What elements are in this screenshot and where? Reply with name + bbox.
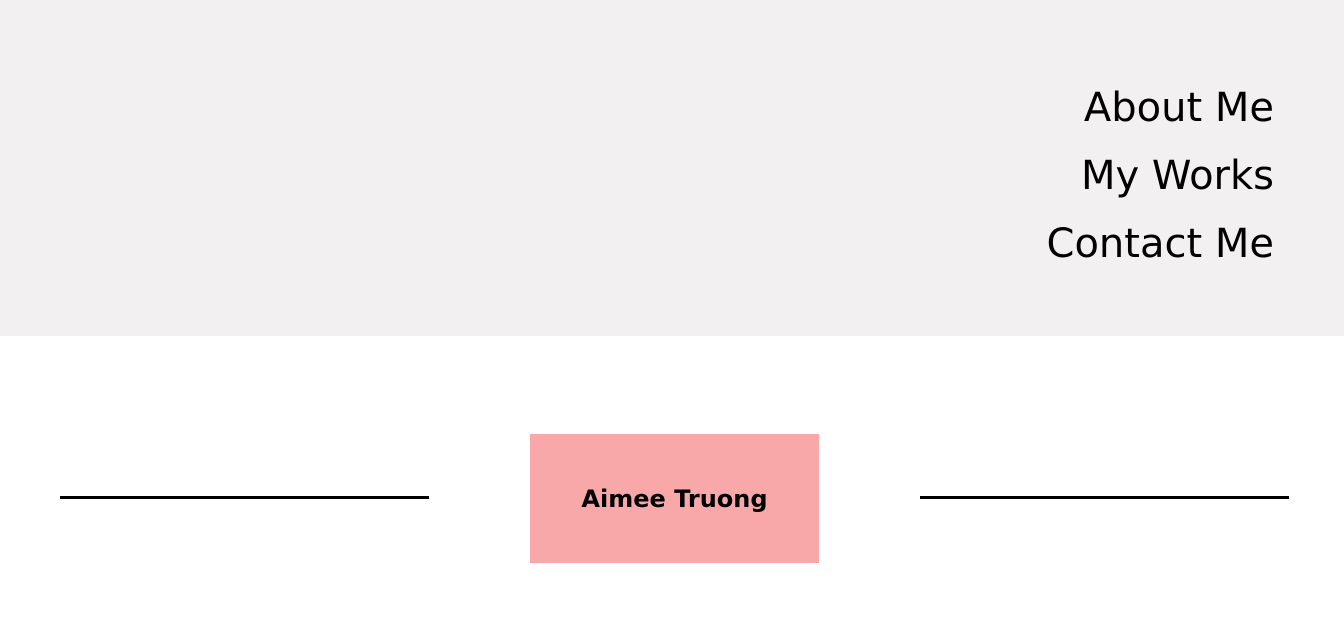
nav-link-my-works[interactable]: My Works (1080, 153, 1274, 199)
site-owner-name: Aimee Truong (581, 484, 768, 513)
site-header: About Me My Works Contact Me (0, 0, 1344, 336)
right-divider (920, 496, 1289, 499)
nav-link-contact-me[interactable]: Contact Me (1046, 221, 1274, 267)
nav-link-about-me[interactable]: About Me (1083, 85, 1274, 131)
main-nav: About Me My Works Contact Me (1047, 74, 1274, 278)
hero-section: Aimee Truong (0, 336, 1344, 623)
name-banner: Aimee Truong (530, 434, 819, 563)
left-divider (60, 496, 429, 499)
